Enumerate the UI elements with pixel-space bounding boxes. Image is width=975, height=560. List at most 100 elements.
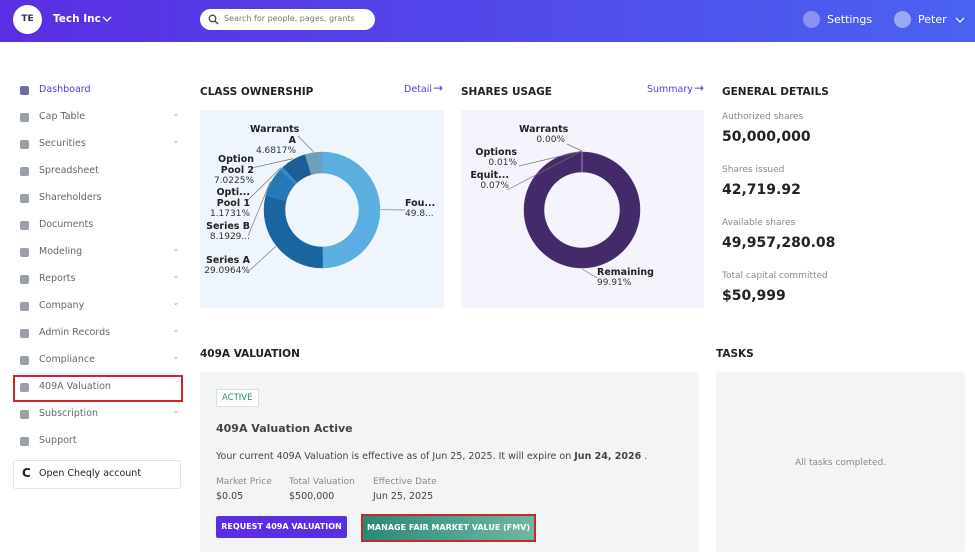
- tasks-card: [716, 372, 965, 552]
- leader-line: [506, 150, 582, 191]
- donut-slice: [263, 195, 323, 269]
- nav-item[interactable]: Securities: [39, 138, 86, 149]
- nav-icon: [20, 113, 29, 122]
- desc-text: .: [641, 451, 648, 462]
- section-title: SHARES USAGE: [461, 86, 552, 98]
- slice-label: Opti... Pool 1 1.1731%: [204, 187, 250, 220]
- link-arrow[interactable]: →: [433, 81, 444, 95]
- slice-value: 0.01%: [488, 158, 517, 168]
- slice-name: Option Pool 2: [218, 154, 254, 176]
- nav-icon: [20, 383, 29, 392]
- valuation-description: Your current 409A Valuation is effective…: [216, 451, 647, 462]
- slice-name: Warrants: [519, 124, 569, 135]
- open-account-icon: C: [22, 466, 31, 480]
- desc-date: Jun 24, 2026: [574, 451, 642, 462]
- leader-line: [297, 135, 314, 152]
- status-badge: ACTIVE: [216, 389, 259, 407]
- field-value: $500,000: [289, 491, 335, 502]
- slice-value: 29.0964%: [204, 266, 250, 276]
- org-name[interactable]: Tech Inc: [53, 13, 101, 25]
- leader-line: [566, 143, 583, 152]
- slice-value: 0.07%: [480, 181, 509, 191]
- slice-label: Warrants A 4.6817%: [250, 124, 300, 157]
- detail-value: 50,000,000: [722, 129, 811, 145]
- nav-icon: [20, 140, 29, 149]
- nav-chevron[interactable]: ⌄: [172, 406, 180, 416]
- user-avatar[interactable]: [894, 11, 911, 28]
- nav-icon: [20, 86, 29, 95]
- nav-chevron[interactable]: ⌄: [172, 244, 180, 254]
- summary-link[interactable]: Summary: [647, 84, 693, 95]
- nav-icon: [20, 437, 29, 446]
- field-label: Total Valuation: [289, 477, 355, 487]
- slice-name: Options: [475, 147, 517, 158]
- nav-chevron[interactable]: ⌄: [172, 271, 180, 281]
- slice-label: Warrants 0.00%: [519, 124, 569, 146]
- request-button[interactable]: REQUEST 409A VALUATION: [216, 516, 347, 538]
- nav-icon: [20, 356, 29, 365]
- header: [0, 0, 975, 42]
- nav-item[interactable]: Documents: [39, 219, 94, 230]
- tasks-empty: All tasks completed.: [794, 458, 887, 468]
- valuation-heading: 409A Valuation Active: [216, 422, 353, 435]
- nav-item[interactable]: Shareholders: [39, 192, 102, 203]
- link-arrow[interactable]: →: [694, 81, 705, 95]
- nav-item[interactable]: 409A Valuation: [39, 381, 111, 392]
- search-placeholder: Search for people, pages, grants: [224, 14, 355, 23]
- nav-icon: [20, 302, 29, 311]
- settings-link[interactable]: Settings: [827, 13, 873, 26]
- nav-chevron[interactable]: ⌄: [172, 109, 180, 119]
- search-box[interactable]: [200, 9, 375, 30]
- org-avatar[interactable]: TE: [13, 5, 42, 34]
- slice-label: Series A 29.0964%: [204, 255, 250, 277]
- slice-value: 0.00%: [536, 135, 565, 145]
- nav-item[interactable]: Support: [39, 435, 77, 446]
- usage-panel: Remaining 99.91% Equit... 0.07% Options 0.01%…: [461, 110, 704, 308]
- section-title: CLASS OWNERSHIP: [200, 86, 314, 98]
- slice-name: Equit...: [470, 170, 509, 181]
- desc-text: Your current 409A Valuation is effective…: [216, 451, 575, 462]
- fmv-button[interactable]: MANAGE FAIR MARKET VALUE (FMV): [361, 514, 536, 542]
- nav-item[interactable]: Reports: [39, 273, 76, 284]
- slice-label: Equit... 0.07%: [463, 170, 509, 192]
- slice-value: 49.8...: [405, 209, 434, 219]
- nav-chevron[interactable]: ⌄: [172, 352, 180, 362]
- leader-line: [249, 246, 276, 271]
- nav-item[interactable]: Company: [39, 300, 85, 311]
- slice-value: 4.6817%: [255, 146, 296, 156]
- detail-link[interactable]: Detail: [404, 84, 432, 95]
- open-account-text[interactable]: Open Cheqly account: [39, 468, 142, 479]
- nav-item[interactable]: Modeling: [39, 246, 83, 257]
- nav-item[interactable]: Spreadsheet: [39, 165, 99, 176]
- org-chevron[interactable]: [102, 15, 112, 23]
- ownership-panel: Fou... 49.8... Series A 29.0964% Series B 8.1…: [200, 110, 444, 308]
- nav-item[interactable]: Dashboard: [39, 84, 91, 95]
- section-title: TASKS: [716, 348, 754, 360]
- open-account-box[interactable]: [13, 460, 181, 489]
- slice-label: Fou... 49.8...: [405, 198, 451, 220]
- slice-name: Series A: [206, 255, 250, 266]
- nav-item[interactable]: Subscription: [39, 408, 99, 419]
- nav-icon: [20, 167, 29, 176]
- nav-item[interactable]: Cap Table: [39, 111, 86, 122]
- nav-icon: [20, 248, 29, 257]
- field-value: Jun 25, 2025: [373, 491, 434, 502]
- nav-chevron[interactable]: ⌄: [172, 325, 180, 335]
- leader-line: [251, 158, 294, 169]
- nav-chevron[interactable]: ⌄: [172, 298, 180, 308]
- slice-label: Remaining 99.91%: [597, 267, 654, 289]
- sidebar-highlight: [13, 375, 183, 402]
- leader-line: [247, 181, 271, 237]
- section-title: GENERAL DETAILS: [722, 86, 829, 98]
- user-chevron[interactable]: [955, 16, 965, 24]
- nav-item[interactable]: Compliance: [39, 354, 95, 365]
- slice-name: Warrants A: [250, 124, 300, 146]
- settings-icon[interactable]: [803, 11, 820, 28]
- nav-chevron[interactable]: ⌄: [172, 136, 180, 146]
- nav-item[interactable]: Admin Records: [39, 327, 111, 338]
- user-name[interactable]: Peter: [918, 13, 947, 26]
- leader-line: [245, 167, 282, 203]
- slice-value: 8.1929...: [209, 232, 250, 242]
- detail-label: Authorized shares: [722, 112, 804, 122]
- slice-label: Series B 8.1929...: [204, 221, 250, 243]
